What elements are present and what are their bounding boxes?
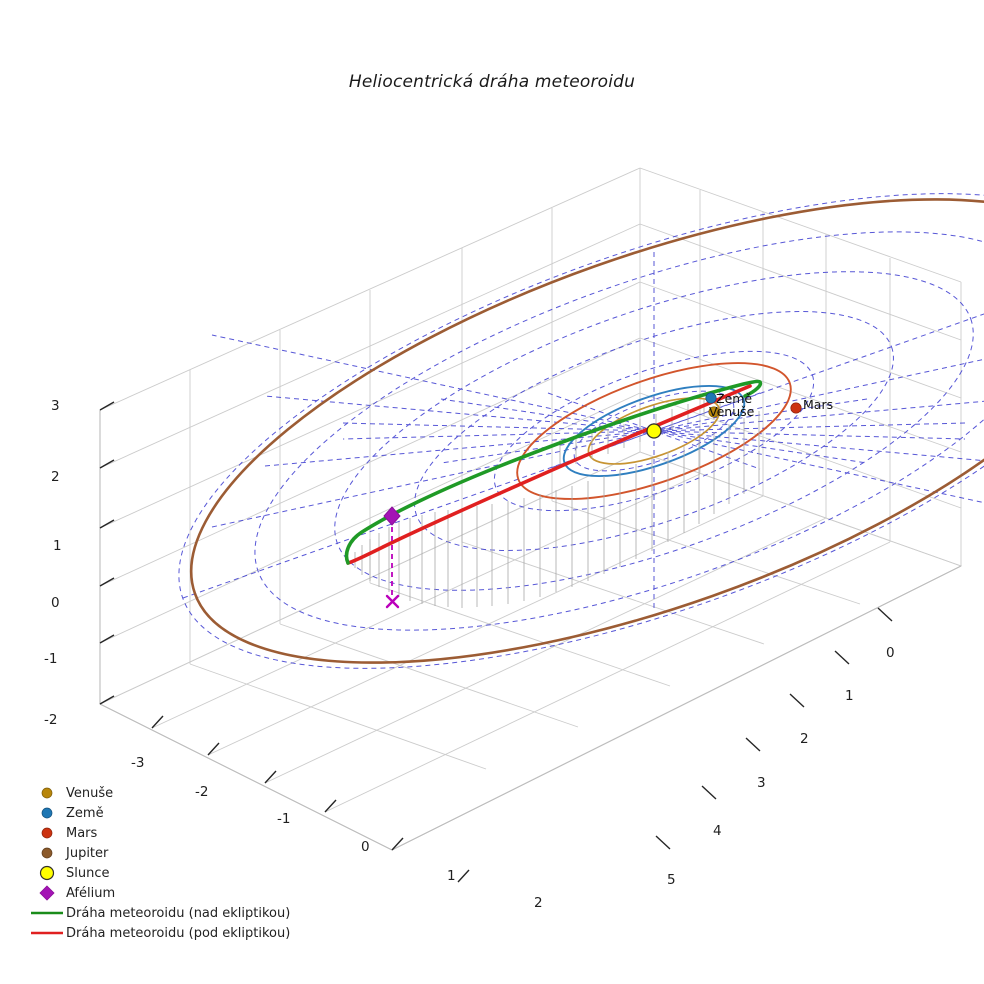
venus-marker-icon [28,783,66,803]
y-tick-4: 4 [713,823,722,839]
legend-item-orbit-above[interactable]: Dráha meteoroidu (nad ekliptikou) [28,903,328,923]
jupiter-marker-icon [28,843,66,863]
legend-label-venus: Venuše [66,785,114,801]
red-line-icon [28,923,66,943]
jupiter-orbit [189,198,984,664]
legend-item-venus[interactable]: Venuše [28,783,328,803]
page-title: Heliocentrická dráha meteoroidu [348,72,636,92]
legend-label-orbit-below: Dráha meteoroidu (pod ekliptikou) [66,925,291,941]
legend-item-jupiter[interactable]: Jupiter [28,843,328,863]
aphelion-marker-icon [28,883,66,903]
x-tick-1: -2 [195,784,209,800]
earth-marker [705,392,717,404]
z-tick-4: -1 [44,651,58,667]
mars-marker [790,402,802,414]
mars-label: Mars [803,397,834,412]
y-tick-0: 0 [886,645,895,661]
legend-label-earth: Země [66,805,104,821]
y-tick-3: 3 [757,775,766,791]
ecliptic-drop-stems [354,390,760,608]
aphelion-projection-marker [385,594,400,609]
earth-label: Země [716,391,753,406]
earth-marker-icon [28,803,66,823]
z-axis-ticks [99,401,115,705]
z-tick-5: -2 [44,712,58,728]
meteoroid-orbit-above-ecliptic [344,379,763,565]
y-axis-ticks [655,607,893,850]
venus-marker [708,406,720,418]
x-tick-3: 0 [361,839,370,855]
aphelion-marker [383,506,401,526]
meteoroid-orbit-below-ecliptic [346,384,752,565]
legend-item-aphelion[interactable]: Afélium [28,883,328,903]
y-tick-1: 1 [845,688,854,704]
legend-label-orbit-above: Dráha meteoroidu (nad ekliptikou) [66,905,291,921]
axis-spines [99,410,962,851]
sun-marker [646,423,662,439]
x-tick-2: -1 [277,811,291,827]
x-axis-ticks [151,715,470,883]
legend: Venuše Země Mars Jupiter Slunce [28,783,328,943]
green-line-icon [28,903,66,923]
x-tick-4: 1 [447,868,456,884]
legend-item-sun[interactable]: Slunce [28,863,328,883]
legend-item-mars[interactable]: Mars [28,823,328,843]
z-tick-1: 2 [51,469,60,485]
mars-marker-icon [28,823,66,843]
y-tick-2: 2 [800,731,809,747]
legend-label-mars: Mars [66,825,98,841]
y-tick-5: 5 [667,872,676,888]
z-tick-2: 1 [53,538,62,554]
legend-item-earth[interactable]: Země [28,803,328,823]
polar-grid-ecliptic [178,193,984,669]
legend-item-orbit-below[interactable]: Dráha meteoroidu (pod ekliptikou) [28,923,328,943]
venus-label: Venuše [709,404,755,419]
z-tick-3: 0 [51,595,60,611]
legend-label-aphelion: Afélium [66,885,116,901]
mars-orbit [516,362,792,500]
x-tick-0: -3 [131,755,145,771]
legend-label-sun: Slunce [66,865,110,881]
legend-label-jupiter: Jupiter [66,845,109,861]
x-tick-5: 2 [534,895,543,911]
z-tick-0: 3 [51,398,60,414]
sun-marker-icon [28,863,66,883]
